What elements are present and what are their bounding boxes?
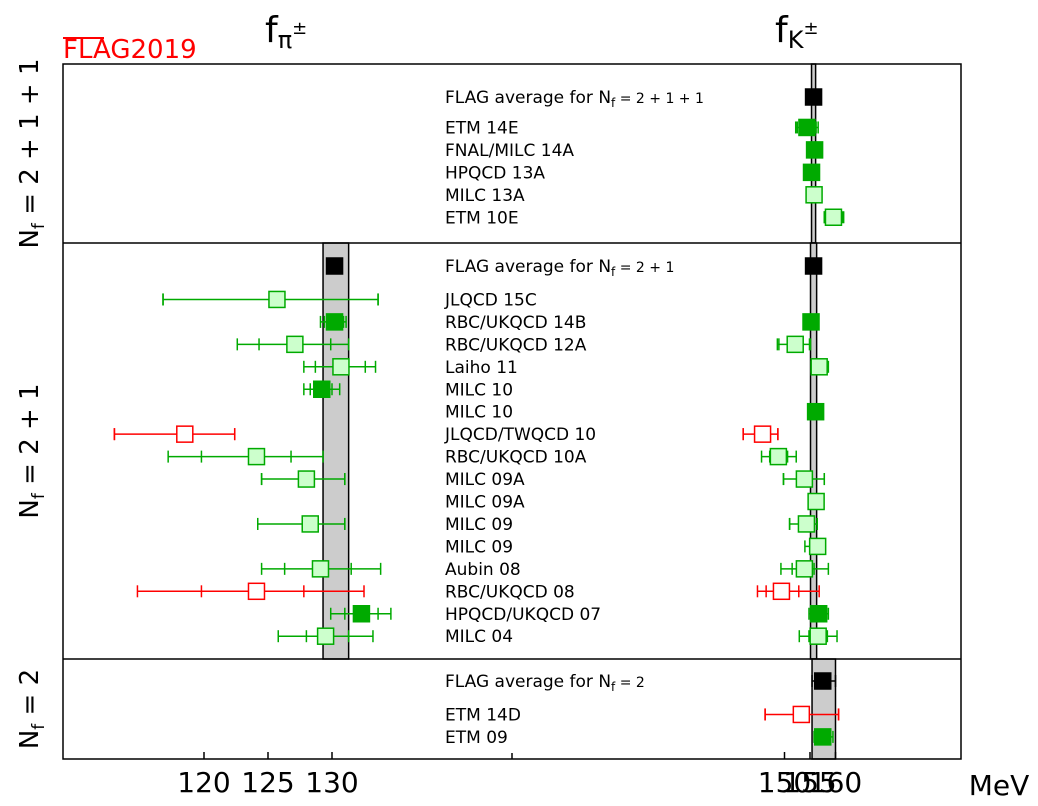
x-tick-label: 125 [241,766,294,799]
row-label: JLQCD 15C [444,290,537,310]
k-data-point [797,515,816,533]
group-label: Nf = 2 [15,669,49,749]
k-column-title: fK± [775,10,819,54]
k-data-point [806,402,825,421]
pi-data-point [325,313,344,331]
x-tick-label: 155 [783,766,836,799]
row-label: RBC/UKQCD 08 [445,582,575,602]
row-label: RBC/UKQCD 14B [445,313,586,333]
x-axis-unit-label: MeV [969,769,1030,802]
group-label: Nf = 2 + 1 + 1 [15,58,49,248]
row-label: ETM 14E [445,118,519,138]
row-label: HPQCD 13A [445,163,545,183]
x-tick-label: 150 [758,766,811,799]
row-label: ETM 14D [445,705,521,725]
pi-data-point [297,470,316,488]
row-label: MILC 09A [445,493,525,513]
pi-data-point [311,560,330,578]
row-label: FLAG average for Nf = 2 + 1 + 1 [445,88,704,110]
x-tick-label: 160 [809,766,862,799]
k-data-point [753,425,772,443]
pi-data-point [247,447,266,466]
pi-column-title: fπ± [265,10,307,54]
x-tick-label: 130 [305,766,358,799]
k-data-point [795,560,814,578]
flag-watermark: FLAG2019 [63,35,197,65]
row-label: MILC 10 [445,380,513,400]
k-data-point [809,605,828,623]
k-data-point [795,470,814,488]
k-data-point [824,208,843,226]
pi-data-point [325,257,344,275]
k-data-point [792,705,811,724]
row-label: Laiho 11 [445,358,518,378]
pi-data-point [301,515,319,533]
average-bands [322,63,837,760]
k-data-point [804,88,823,106]
row-label: Aubin 08 [445,560,521,580]
k-data-point [804,257,823,275]
pi-data-point [286,335,304,354]
pi-data-point [332,358,350,376]
row-label: FLAG average for Nf = 2 [445,672,645,694]
row-label: RBC/UKQCD 10A [445,448,587,468]
pi-data-point [268,290,286,309]
row-label: RBC/UKQCD 12A [445,335,587,355]
row-label: MILC 09 [445,537,513,557]
row-label: ETM 09 [445,728,508,748]
group-label: Nf = 2 + 1 [15,383,49,518]
row-label: MILC 09 [445,515,513,535]
k-data-point [786,335,804,354]
titles: Nf = 2 + 1 + 1 Nf = 2 + 1 Nf = 2 fπ± fK± FLAG… [15,10,819,749]
pi-data-point [247,582,266,601]
k-data-point [808,537,827,556]
row-label: MILC 13A [445,186,525,206]
row-label: MILC 09A [445,470,525,490]
k-data-point [805,141,824,159]
row-label: FLAG average for Nf = 2 + 1 [445,257,674,279]
pi-data-point [316,627,335,645]
k-data-point [814,728,832,746]
k-data-point [769,447,788,466]
pi-average-band [322,242,350,660]
row-label: MILC 04 [445,627,513,647]
row-label: ETM 10E [445,208,519,228]
k-data-point [814,672,832,690]
k-data-point [772,582,791,601]
pi-data-point [313,380,331,398]
k-data-point [802,163,821,182]
row-label: JLQCD/TWQCD 10 [444,425,596,445]
k-data-point [805,186,823,204]
pi-data-point [352,605,371,623]
data-rows: FLAG average for Nf = 2 + 1 + 1 ETM 14E FN… [113,88,845,748]
k-average-band [809,242,818,660]
k-data-point [807,492,825,511]
x-tick-label: 120 [177,766,230,799]
k-data-point [798,118,816,137]
k-data-point [810,358,828,376]
k-data-point [809,627,827,645]
row-label: FNAL/MILC 14A [445,141,574,161]
pi-data-point [176,425,194,443]
k-data-point [802,313,820,331]
row-label: MILC 10 [445,403,513,423]
row-label: HPQCD/UKQCD 07 [445,605,601,625]
